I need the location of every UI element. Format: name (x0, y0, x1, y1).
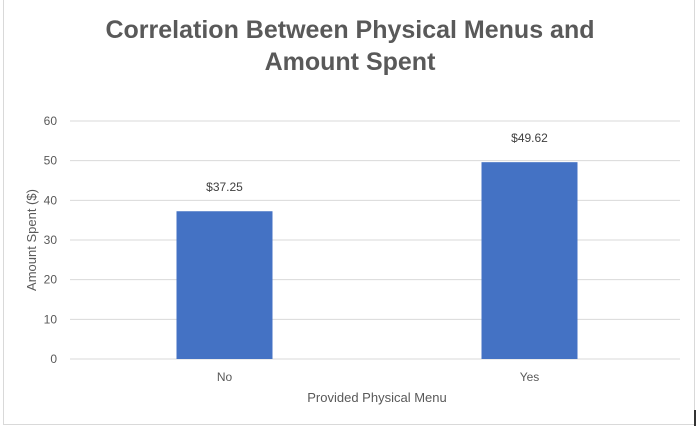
text-cursor (694, 410, 696, 426)
y-tick-label: 10 (44, 312, 58, 326)
y-tick-label: 20 (44, 273, 58, 287)
y-tick-label: 50 (44, 154, 58, 168)
chart-frame (3, 0, 695, 425)
x-tick-label: No (217, 370, 233, 384)
bar-no (176, 211, 273, 359)
data-label: $37.25 (206, 180, 243, 194)
chart-title-line-1: Correlation Between Physical Menus and (105, 16, 595, 44)
bar-yes (481, 162, 578, 359)
x-tick-label: Yes (520, 370, 540, 384)
y-tick-label: 60 (44, 114, 58, 128)
y-tick-label: 0 (50, 352, 57, 366)
chart-title: Correlation Between Physical Menus and A… (0, 14, 700, 78)
data-label: $49.62 (511, 131, 548, 145)
chart-title-line-2: Amount Spent (264, 48, 436, 76)
y-tick-label: 40 (44, 193, 58, 207)
y-axis-title: Amount Spent ($) (24, 189, 39, 291)
x-axis-title: Provided Physical Menu (307, 390, 446, 405)
y-tick-label: 30 (44, 233, 58, 247)
